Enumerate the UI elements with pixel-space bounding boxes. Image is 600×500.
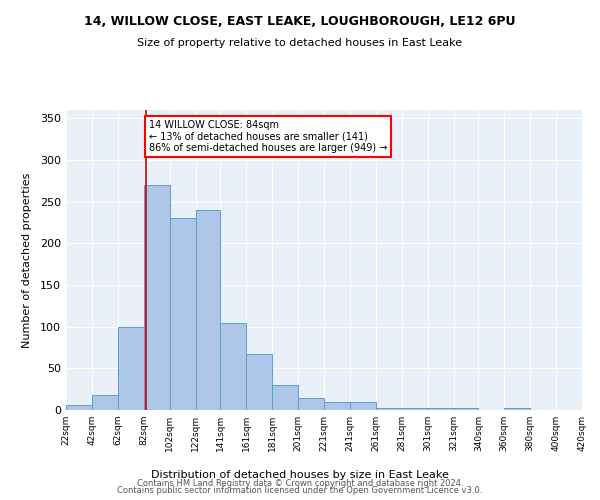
Bar xyxy=(324,402,350,410)
Bar xyxy=(428,408,454,410)
Bar xyxy=(66,405,92,410)
Bar xyxy=(92,395,118,410)
Y-axis label: Number of detached properties: Number of detached properties xyxy=(22,172,32,348)
Bar xyxy=(298,398,324,410)
Bar xyxy=(272,385,298,410)
Bar xyxy=(582,408,600,410)
Bar xyxy=(118,326,144,410)
Text: 14 WILLOW CLOSE: 84sqm
← 13% of detached houses are smaller (141)
86% of semi-de: 14 WILLOW CLOSE: 84sqm ← 13% of detached… xyxy=(149,120,388,153)
Text: Size of property relative to detached houses in East Leake: Size of property relative to detached ho… xyxy=(137,38,463,48)
Text: Contains public sector information licensed under the Open Government Licence v3: Contains public sector information licen… xyxy=(118,486,482,495)
Text: 14, WILLOW CLOSE, EAST LEAKE, LOUGHBOROUGH, LE12 6PU: 14, WILLOW CLOSE, EAST LEAKE, LOUGHBOROU… xyxy=(84,15,516,28)
Bar xyxy=(504,408,530,410)
Text: Contains HM Land Registry data © Crown copyright and database right 2024.: Contains HM Land Registry data © Crown c… xyxy=(137,478,463,488)
Bar xyxy=(402,408,428,410)
Bar xyxy=(246,354,272,410)
Bar xyxy=(196,210,220,410)
Text: Distribution of detached houses by size in East Leake: Distribution of detached houses by size … xyxy=(151,470,449,480)
Bar xyxy=(170,218,196,410)
Bar xyxy=(350,402,376,410)
Bar xyxy=(454,408,478,410)
Bar xyxy=(220,322,246,410)
Bar xyxy=(376,408,402,410)
Bar xyxy=(144,185,170,410)
